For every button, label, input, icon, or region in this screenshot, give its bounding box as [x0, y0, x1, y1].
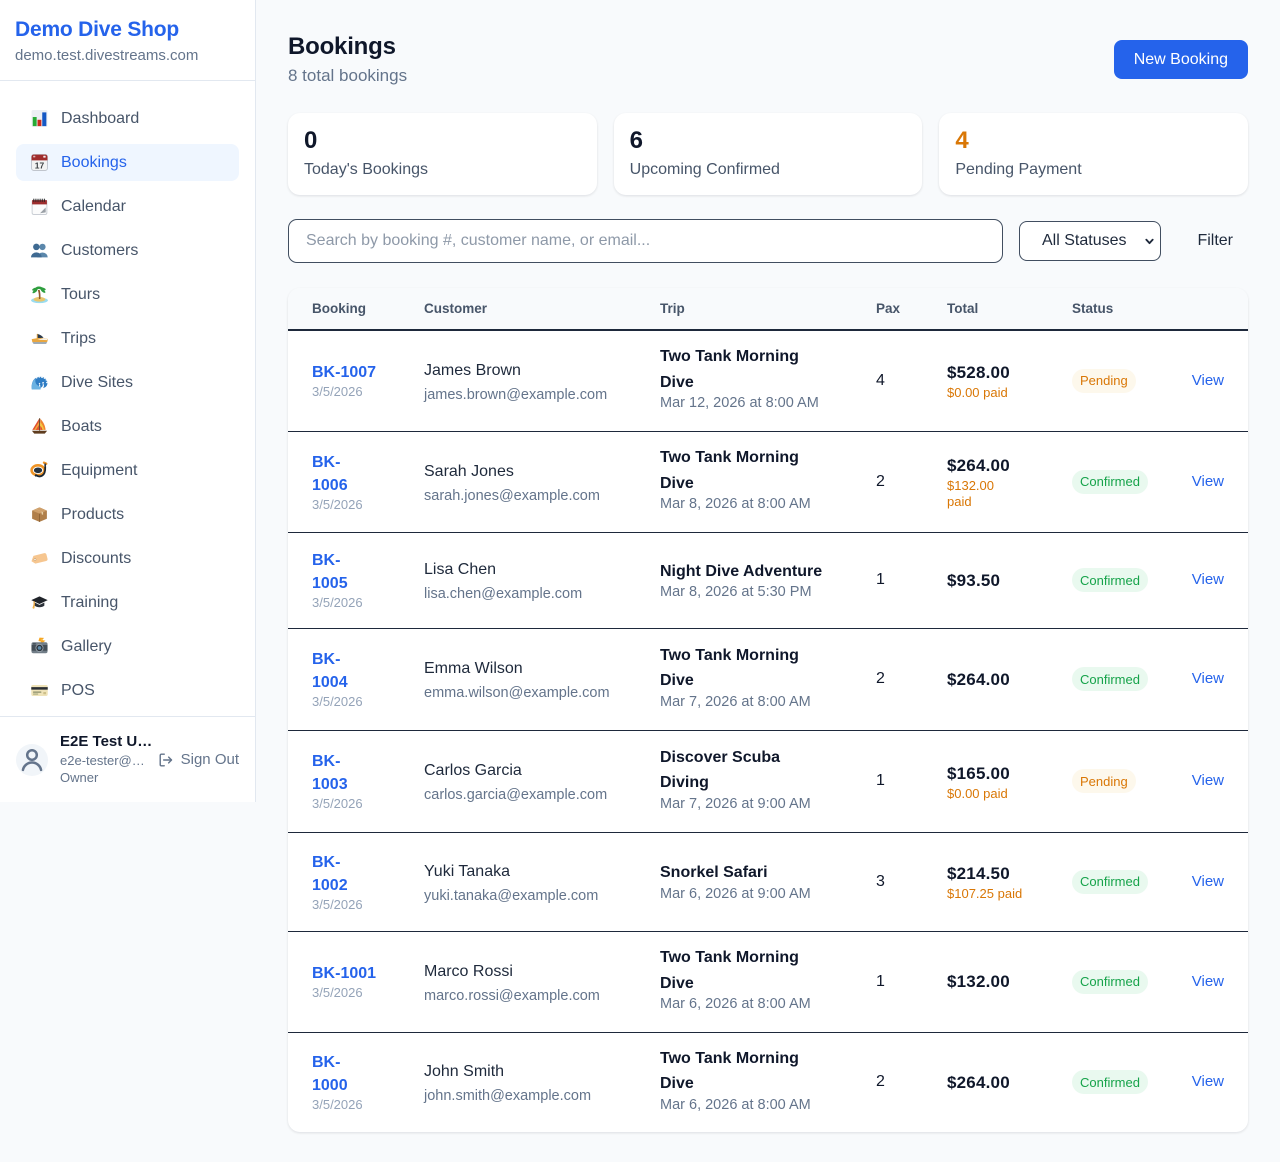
- svg-text:17: 17: [35, 160, 45, 170]
